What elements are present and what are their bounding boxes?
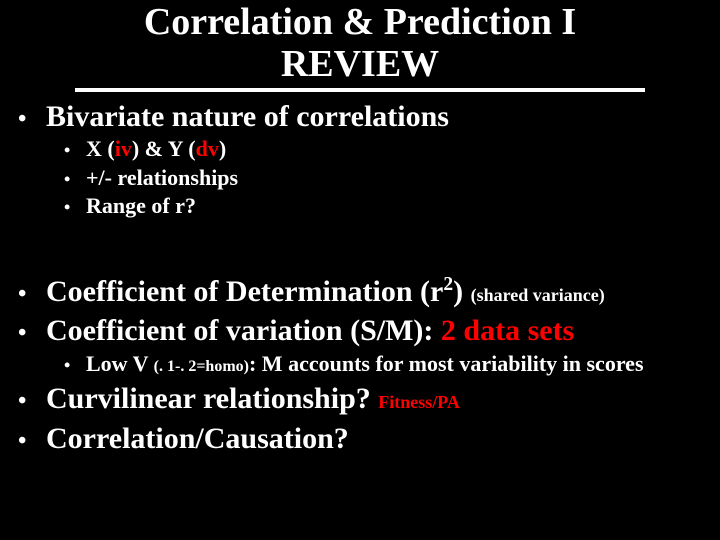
subbullet-text: X (iv) & Y (dv) bbox=[86, 135, 226, 164]
bullet-dot-icon: • bbox=[64, 354, 86, 377]
text-iv: iv bbox=[115, 136, 132, 161]
subbullet-xy: • X (iv) & Y (dv) bbox=[64, 135, 710, 164]
subbullet-lowv: • Low V (. 1-. 2=homo): M accounts for m… bbox=[64, 350, 710, 379]
paren-text: (. 1-. 2=homo) bbox=[154, 358, 249, 375]
note-fitnesspa: Fitness/PA bbox=[378, 392, 460, 412]
text-frag: Curvilinear relationship? bbox=[46, 382, 378, 415]
bullet-dot-icon: • bbox=[18, 318, 46, 348]
subbullet-text: Low V (. 1-. 2=homo): M accounts for mos… bbox=[86, 350, 644, 379]
text-frag: Coefficient of Determination (r bbox=[46, 275, 443, 308]
title-line2: REVIEW bbox=[281, 43, 439, 85]
subbullet-text: Range of r? bbox=[86, 192, 196, 221]
title-underline bbox=[75, 88, 645, 92]
title-line1: Correlation & Prediction I bbox=[144, 1, 576, 43]
subbullet-range: • Range of r? bbox=[64, 192, 710, 221]
superscript: 2 bbox=[443, 274, 453, 295]
text-frag: Low V bbox=[86, 351, 154, 376]
slide-content: • Bivariate nature of correlations • X (… bbox=[0, 98, 720, 458]
bullet-dot-icon: • bbox=[18, 426, 46, 456]
bullet-dot-icon: • bbox=[64, 139, 86, 162]
text-frag: ) bbox=[453, 275, 471, 308]
text-two-datasets: 2 data sets bbox=[441, 314, 574, 347]
slide-title: Correlation & Prediction I REVIEW bbox=[0, 0, 720, 86]
bullet-bivariate: • Bivariate nature of correlations bbox=[18, 98, 710, 136]
bullet-dot-icon: • bbox=[18, 386, 46, 416]
bullet-text: Curvilinear relationship? Fitness/PA bbox=[46, 380, 460, 418]
bullet-text: Correlation/Causation? bbox=[46, 420, 349, 458]
bullet-dot-icon: • bbox=[18, 279, 46, 309]
subbullet-relationships: • +/- relationships bbox=[64, 164, 710, 193]
text-frag: : M accounts for most variability in sco… bbox=[249, 351, 644, 376]
bullet-text: Coefficient of variation (S/M): 2 data s… bbox=[46, 312, 574, 350]
text-frag: Coefficient of variation (S/M): bbox=[46, 314, 441, 347]
spacer bbox=[18, 221, 710, 271]
text-frag: ) bbox=[219, 136, 226, 161]
bullet-text: Coefficient of Determination (r2) (share… bbox=[46, 273, 605, 311]
bullet-correlation-causation: • Correlation/Causation? bbox=[18, 420, 710, 458]
note-text: (shared variance) bbox=[471, 285, 605, 305]
bullet-dot-icon: • bbox=[64, 168, 86, 191]
bullet-coefficient-determination: • Coefficient of Determination (r2) (sha… bbox=[18, 273, 710, 311]
subbullet-text: +/- relationships bbox=[86, 164, 238, 193]
bullet-curvilinear: • Curvilinear relationship? Fitness/PA bbox=[18, 380, 710, 418]
bullet-dot-icon: • bbox=[64, 196, 86, 219]
bullet-dot-icon: • bbox=[18, 104, 46, 134]
text-dv: dv bbox=[196, 136, 219, 161]
text-frag: ) & Y ( bbox=[132, 136, 196, 161]
bullet-text: Bivariate nature of correlations bbox=[46, 98, 449, 136]
text-frag: X ( bbox=[86, 136, 115, 161]
bullet-coefficient-variation: • Coefficient of variation (S/M): 2 data… bbox=[18, 312, 710, 350]
